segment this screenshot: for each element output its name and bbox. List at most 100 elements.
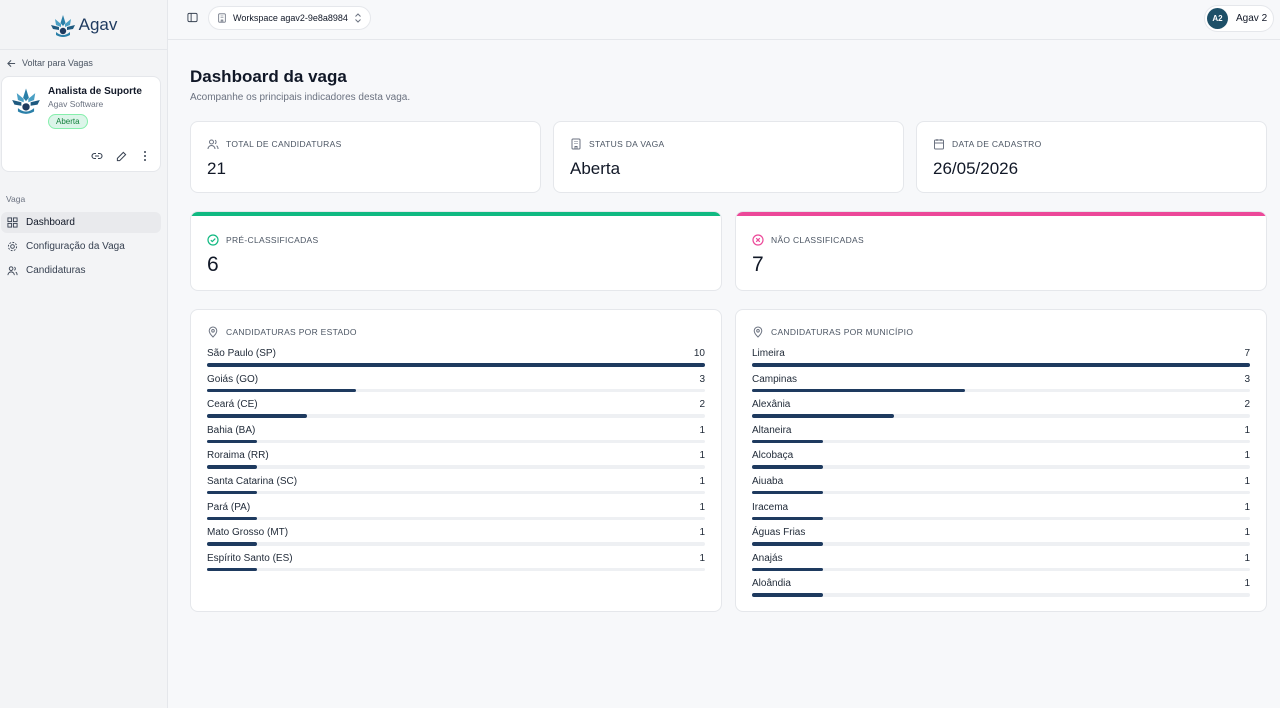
list-item-count: 1 bbox=[1244, 552, 1250, 564]
list-item-label: Altaneira bbox=[752, 424, 792, 436]
list-item: Aiuaba 1 bbox=[752, 476, 1250, 502]
progress-fill bbox=[752, 542, 824, 546]
page-subtitle: Acompanhe os principais indicadores dest… bbox=[190, 92, 411, 103]
sidebar-item-applications[interactable]: Candidaturas bbox=[1, 260, 161, 281]
list-item-label: Alcobaça bbox=[752, 450, 794, 462]
list-item: Santa Catarina (SC) 1 bbox=[207, 476, 705, 502]
users-icon bbox=[207, 139, 219, 150]
progress-fill bbox=[752, 439, 824, 444]
list-item-count: 1 bbox=[699, 450, 705, 462]
progress-track bbox=[207, 542, 705, 546]
kpi-value: 7 bbox=[752, 253, 764, 276]
progress-fill bbox=[752, 414, 895, 418]
progress-fill bbox=[207, 414, 307, 418]
map-pin-icon bbox=[208, 326, 218, 338]
dashboard-icon bbox=[7, 217, 18, 228]
user-name: Agav 2 bbox=[1236, 13, 1268, 24]
arrow-left-icon bbox=[7, 59, 16, 67]
list-item-count: 1 bbox=[1244, 424, 1250, 436]
progress-track bbox=[752, 516, 1250, 521]
sidebar: Agav Voltar para Vagas Analista de Supor… bbox=[0, 0, 168, 708]
logo-text: Agav bbox=[78, 14, 118, 34]
progress-fill bbox=[752, 465, 824, 469]
job-card-actions bbox=[90, 149, 152, 163]
sidebar-item-dashboard[interactable]: Dashboard bbox=[1, 212, 161, 233]
sidebar-toggle-icon[interactable] bbox=[187, 12, 199, 24]
workspace-name: Workspace agav2-9e8a8984 bbox=[233, 13, 348, 23]
kpi-label: PRÉ-CLASSIFICADAS bbox=[226, 235, 319, 245]
list-item-count: 3 bbox=[699, 373, 705, 385]
accent-bar bbox=[191, 212, 721, 216]
list-item: Aloândia 1 bbox=[752, 578, 1250, 604]
kpi-value: 6 bbox=[207, 253, 219, 276]
progress-fill bbox=[207, 363, 705, 367]
list-item-count: 1 bbox=[699, 552, 705, 564]
list-item-count: 3 bbox=[1244, 373, 1250, 385]
list-item-label: Limeira bbox=[752, 348, 785, 359]
job-status-badge: Aberta bbox=[48, 114, 88, 129]
more-vertical-icon[interactable] bbox=[138, 149, 152, 163]
list-item: São Paulo (SP) 10 bbox=[207, 348, 705, 374]
user-menu[interactable]: A2 Agav 2 bbox=[1204, 5, 1274, 32]
list-item-label: Pará (PA) bbox=[207, 501, 251, 513]
kpi-label: STATUS DA VAGA bbox=[589, 139, 665, 149]
list-item-count: 2 bbox=[699, 399, 705, 411]
list-item: Altaneira 1 bbox=[752, 425, 1250, 451]
list-item-count: 1 bbox=[699, 501, 705, 513]
top-bar: Workspace agav2-9e8a8984 A2 Agav 2 bbox=[168, 0, 1280, 40]
applications-by-state-card: CANDIDATURAS POR ESTADO São Paulo (SP) 10… bbox=[190, 309, 722, 612]
kpi-registration-date: DATA DE CADASTRO 26/05/2026 bbox=[916, 121, 1267, 193]
edit-pencil-icon[interactable] bbox=[114, 149, 128, 163]
progress-fill bbox=[752, 490, 824, 495]
list-item-label: Goiás (GO) bbox=[207, 373, 259, 385]
job-company-logo-icon bbox=[12, 88, 40, 114]
progress-fill bbox=[752, 388, 966, 393]
link-icon[interactable] bbox=[90, 149, 104, 163]
avatar: A2 bbox=[1207, 8, 1228, 29]
list-item: Alexânia 2 bbox=[752, 399, 1250, 425]
list-item: Águas Frias 1 bbox=[752, 527, 1250, 553]
list-item: Bahia (BA) 1 bbox=[207, 425, 705, 451]
sidebar-item-label: Candidaturas bbox=[26, 265, 86, 276]
progress-fill bbox=[207, 388, 357, 393]
progress-track bbox=[207, 363, 705, 367]
nav-section-label: Vaga bbox=[6, 194, 26, 204]
sidebar-item-job-settings[interactable]: Configuração da Vaga bbox=[1, 236, 161, 257]
progress-fill bbox=[207, 567, 257, 572]
kpi-label: TOTAL DE CANDIDATURAS bbox=[226, 139, 342, 149]
workspace-selector[interactable]: Workspace agav2-9e8a8984 bbox=[208, 6, 371, 30]
card-title: CANDIDATURAS POR MUNICÍPIO bbox=[771, 327, 914, 337]
list-item-label: Campinas bbox=[752, 373, 798, 385]
list-item-label: Águas Frias bbox=[752, 527, 806, 539]
applications-by-city-card: CANDIDATURAS POR MUNICÍPIO Limeira 7 Campi… bbox=[735, 309, 1267, 612]
progress-track bbox=[207, 414, 705, 418]
kpi-job-status: STATUS DA VAGA Aberta bbox=[553, 121, 904, 193]
list-item: Alcobaça 1 bbox=[752, 450, 1250, 476]
job-company: Agav Software bbox=[48, 99, 104, 109]
progress-fill bbox=[752, 363, 1250, 367]
list-item-count: 2 bbox=[1244, 399, 1250, 411]
progress-track bbox=[752, 567, 1250, 572]
progress-track bbox=[207, 465, 705, 469]
list-item: Roraima (RR) 1 bbox=[207, 450, 705, 476]
progress-track bbox=[752, 439, 1250, 444]
building-icon bbox=[571, 138, 581, 150]
list-item: Espírito Santo (ES) 1 bbox=[207, 553, 705, 579]
users-icon bbox=[7, 266, 18, 276]
list-item-label: Ceará (CE) bbox=[207, 399, 258, 411]
progress-track bbox=[207, 439, 705, 444]
progress-track bbox=[207, 567, 705, 572]
progress-track bbox=[752, 465, 1250, 469]
list-item: Iracema 1 bbox=[752, 502, 1250, 528]
list-item: Pará (PA) 1 bbox=[207, 502, 705, 528]
list-item-count: 1 bbox=[699, 475, 705, 487]
list-item-label: Anajás bbox=[752, 552, 783, 564]
logo[interactable]: Agav bbox=[0, 0, 167, 50]
progress-fill bbox=[752, 593, 824, 597]
back-to-jobs-link[interactable]: Voltar para Vagas bbox=[0, 52, 167, 74]
not-classified-card: NÃO CLASSIFICADAS 7 bbox=[735, 211, 1267, 291]
progress-track bbox=[752, 490, 1250, 495]
list-item-label: Espírito Santo (ES) bbox=[207, 552, 293, 564]
job-title: Analista de Suporte bbox=[48, 86, 142, 97]
progress-track bbox=[752, 388, 1250, 393]
